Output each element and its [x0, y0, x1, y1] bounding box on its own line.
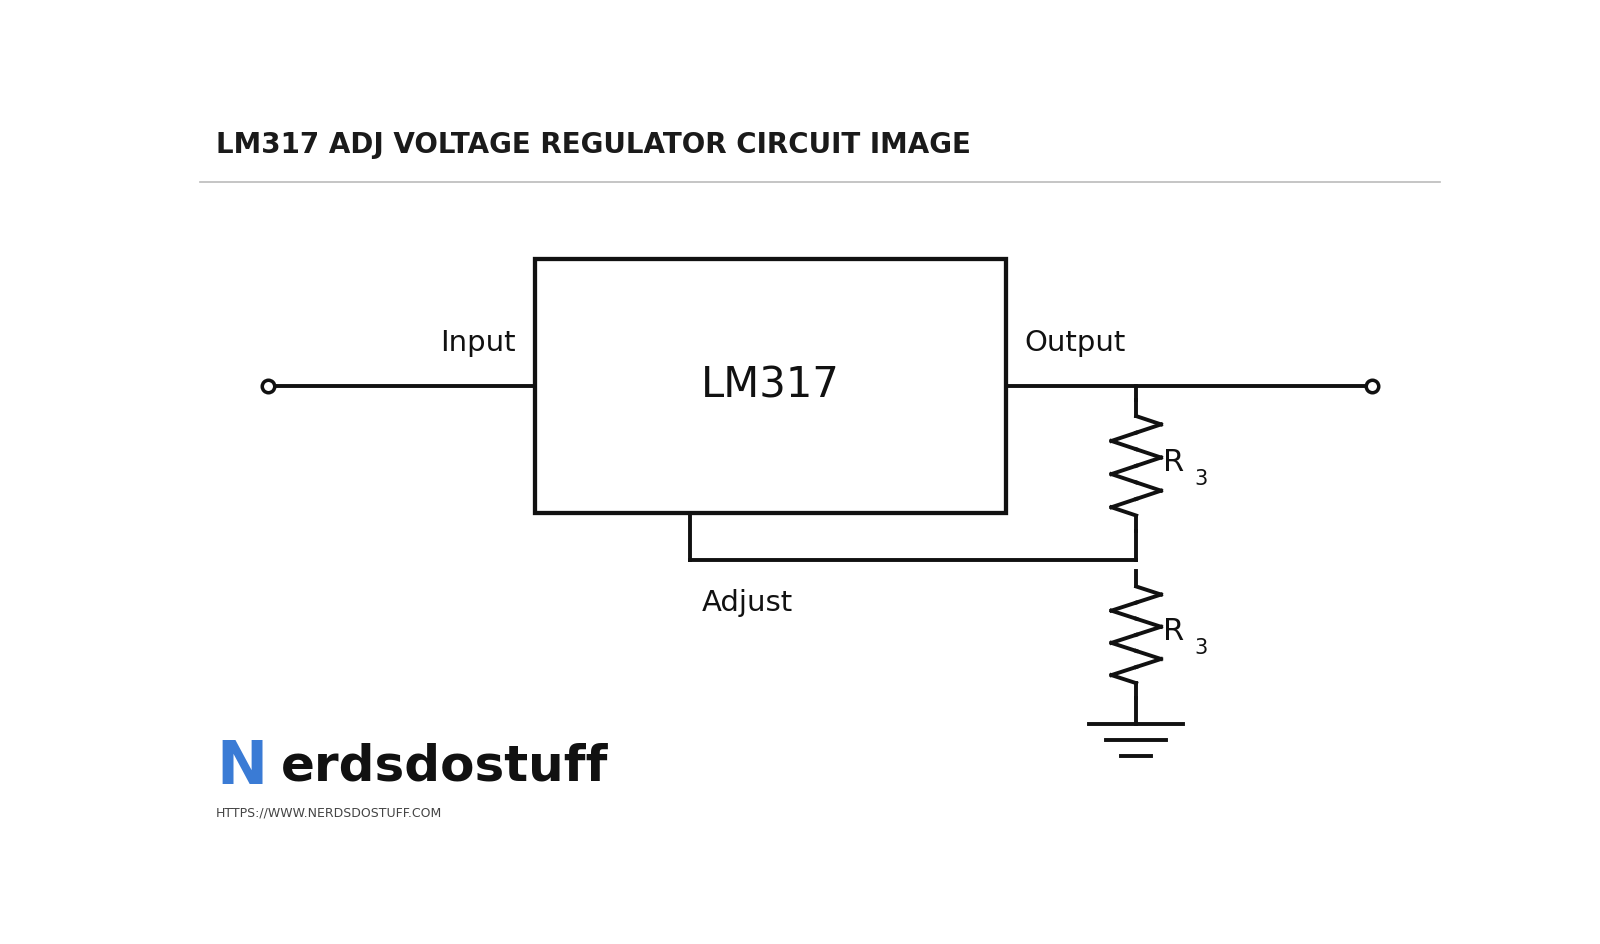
Text: Output: Output	[1024, 329, 1126, 357]
Text: N: N	[216, 738, 267, 797]
Text: R: R	[1163, 447, 1184, 477]
Text: 3: 3	[1195, 469, 1208, 489]
Text: erdsdostuff: erdsdostuff	[280, 742, 608, 790]
Text: LM317 ADJ VOLTAGE REGULATOR CIRCUIT IMAGE: LM317 ADJ VOLTAGE REGULATOR CIRCUIT IMAG…	[216, 131, 971, 160]
Text: R: R	[1163, 616, 1184, 646]
Bar	[534, 259, 1006, 514]
Text: LM317: LM317	[701, 365, 840, 407]
Text: Input: Input	[440, 329, 517, 357]
Text: 3: 3	[1195, 638, 1208, 658]
Text: HTTPS://WWW.NERDSDOSTUFF.COM: HTTPS://WWW.NERDSDOSTUFF.COM	[216, 806, 442, 819]
Text: Adjust: Adjust	[702, 589, 794, 617]
